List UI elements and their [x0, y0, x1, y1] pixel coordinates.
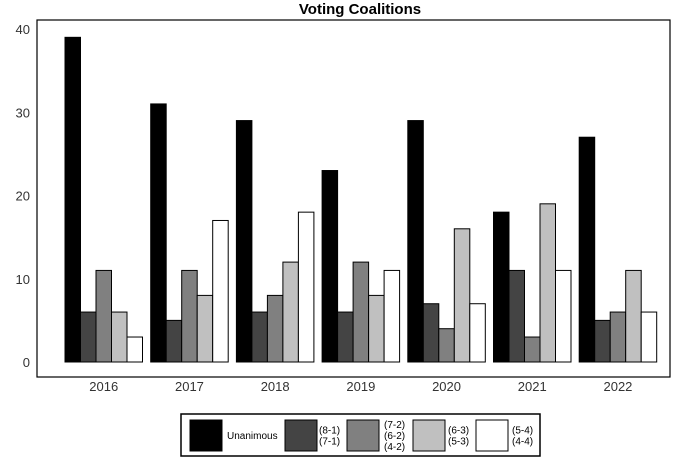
bar [422, 303, 440, 363]
bar [383, 269, 401, 363]
bar [407, 120, 424, 363]
bar [337, 311, 354, 363]
y-tick-label: 40 [16, 22, 30, 37]
x-tick-label: 2022 [603, 379, 632, 394]
legend-swatch [412, 419, 446, 452]
legend-label: (4-4) [512, 437, 533, 448]
legend-label: Unanimous [227, 431, 278, 442]
bar [165, 319, 183, 363]
bar [196, 294, 214, 363]
bar [235, 120, 253, 363]
bar [493, 211, 510, 363]
legend-swatch [475, 419, 509, 452]
bar [126, 336, 143, 363]
bar [438, 328, 455, 363]
bar [555, 269, 572, 363]
chart-title: Voting Coalitions [299, 1, 421, 18]
x-tick-label: 2018 [261, 379, 290, 394]
legend-swatch [284, 419, 318, 452]
y-tick-label: 20 [16, 189, 30, 204]
legend: Unanimous (8-1)(7-1)(7-2)(6-2)(4-2)(6-3)(… [180, 413, 541, 457]
bar [625, 269, 642, 363]
x-tick-label: 2021 [518, 379, 547, 394]
bar [453, 228, 471, 363]
y-tick-label: 10 [16, 272, 30, 287]
bar [297, 211, 315, 363]
plot-area-frame [36, 19, 671, 378]
y-tick-label: 0 [23, 355, 30, 370]
y-tick-label: 30 [16, 105, 30, 120]
x-tick-label: 2019 [346, 379, 375, 394]
legend-swatch [346, 419, 380, 452]
bars [64, 36, 658, 363]
bar [352, 261, 370, 363]
bar [469, 303, 486, 363]
legend-label: (6-2) [384, 431, 405, 442]
x-tick-label: 2016 [89, 379, 118, 394]
bar [368, 294, 385, 363]
bar [181, 269, 198, 363]
legend-label: (6-3) [448, 426, 469, 437]
x-tick-label: 2020 [432, 379, 461, 394]
bar [251, 311, 268, 363]
legend-swatch [189, 419, 223, 452]
bar [321, 170, 339, 363]
bar [524, 336, 541, 363]
legend-label: (4-2) [384, 442, 405, 453]
legend-label: (7-1) [319, 437, 340, 448]
bar [508, 269, 525, 363]
bar [539, 203, 556, 363]
bar [111, 311, 128, 363]
bar [640, 311, 658, 363]
bar [150, 103, 167, 363]
bar [212, 219, 229, 363]
legend-label: (7-2) [384, 420, 405, 431]
x-tick-label: 2017 [175, 379, 204, 394]
bar [578, 136, 596, 363]
legend-label: (8-1) [319, 426, 340, 437]
bar [609, 311, 627, 363]
bar [282, 261, 299, 363]
legend-label: (5-4) [512, 426, 533, 437]
bar [95, 269, 112, 363]
bar [80, 311, 97, 363]
bar [266, 294, 284, 363]
x-axis: 2016 2017 2018 2019 2020 2021 2022 [89, 379, 632, 394]
y-axis: 0 10 20 30 40 [16, 22, 30, 370]
bar [64, 36, 81, 363]
legend-label: (5-3) [448, 437, 469, 448]
bar [594, 319, 611, 363]
